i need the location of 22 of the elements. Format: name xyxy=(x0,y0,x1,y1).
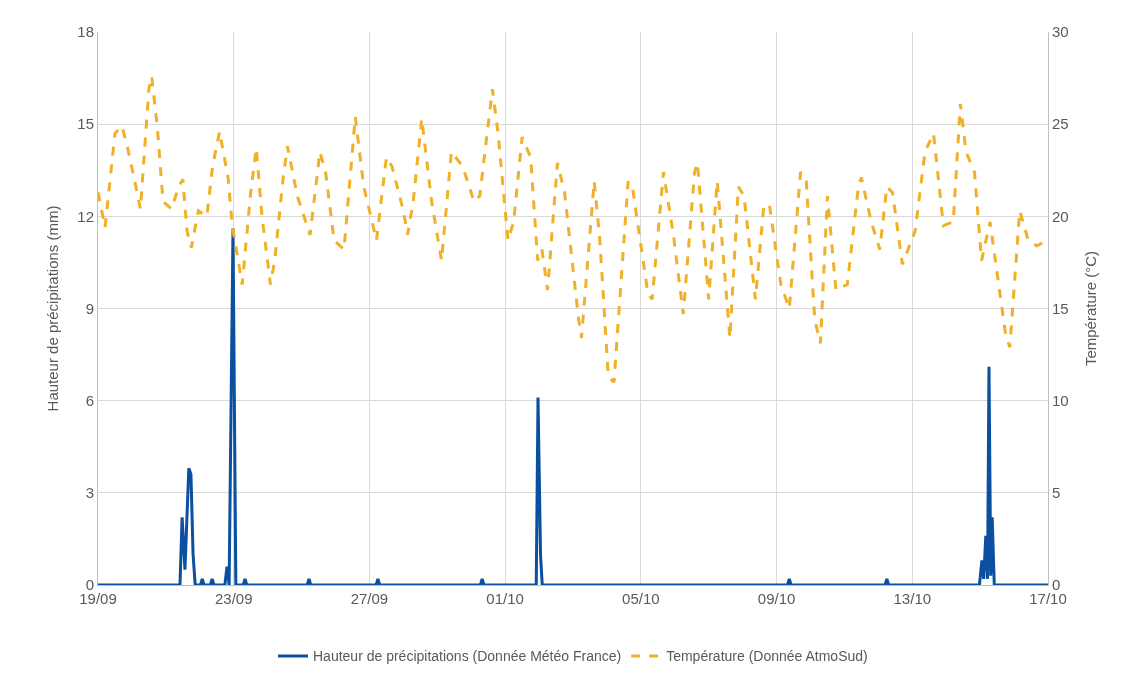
x-tick-label: 13/10 xyxy=(893,590,932,607)
y-axis-title: Hauteur de précipitations (mm) xyxy=(44,205,61,412)
y2-tick-label: 10 xyxy=(1052,391,1069,409)
y2-tick-label: 20 xyxy=(1052,207,1069,225)
x-tick-label: 05/10 xyxy=(622,590,660,607)
x-tick-label: 01/10 xyxy=(486,590,524,607)
y-tick-label: 18 xyxy=(77,23,94,41)
y2-tick-label: 15 xyxy=(1052,299,1069,317)
y2-tick-label: 5 xyxy=(1052,484,1061,502)
x-tick-label: 23/09 xyxy=(214,590,253,607)
legend-label: Température (Donnée AtmoSud) xyxy=(666,648,868,665)
y-tick-label: 6 xyxy=(85,391,94,409)
y2-tick-label: 25 xyxy=(1052,115,1069,133)
x-tick-label: 27/09 xyxy=(350,590,389,607)
legend-label: Hauteur de précipitations (Donnée Météo France) xyxy=(313,648,622,665)
y-tick-label: 9 xyxy=(85,299,94,317)
y2-axis-title: Température (°C) xyxy=(1081,250,1099,367)
y2-tick-label: 30 xyxy=(1052,23,1069,41)
y-tick-label: 15 xyxy=(77,115,94,133)
y-tick-label: 3 xyxy=(85,484,94,502)
x-tick-label: 09/10 xyxy=(757,590,796,607)
y-tick-label: 12 xyxy=(77,207,94,225)
